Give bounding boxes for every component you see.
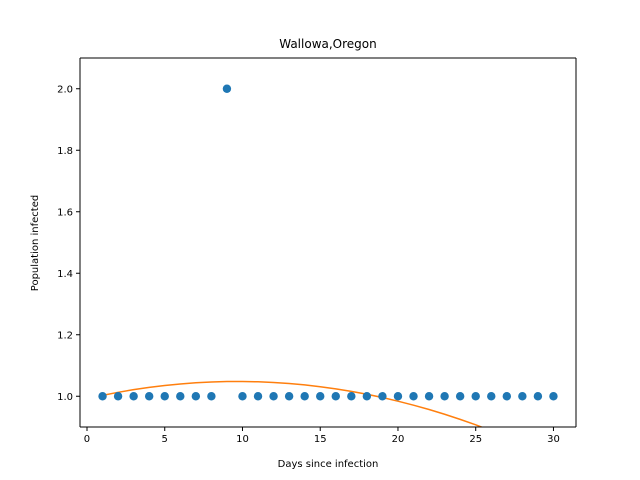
x-tick-label: 15 xyxy=(314,434,327,445)
data-point xyxy=(409,392,418,401)
data-point xyxy=(487,392,496,401)
x-tick-label: 10 xyxy=(236,434,249,445)
y-axis-label: Population infected xyxy=(30,195,41,291)
data-point xyxy=(129,392,138,401)
data-point xyxy=(160,392,169,401)
x-tick-label: 5 xyxy=(162,434,168,445)
x-tick-label: 20 xyxy=(392,434,405,445)
data-point xyxy=(393,392,403,401)
data-point xyxy=(331,392,340,401)
data-point xyxy=(144,392,154,401)
data-point xyxy=(300,392,309,401)
axes-layer: 0 5 10 15 20 25 30 1.0 1.2 1.4 1.6 1.8 2.0 xyxy=(57,57,577,445)
data-point xyxy=(316,392,325,401)
data-point xyxy=(502,392,512,401)
y-tick-label: 1.6 xyxy=(57,207,73,218)
data-point xyxy=(518,392,527,401)
fit-curve-layer xyxy=(102,380,484,427)
data-point xyxy=(424,392,434,401)
data-point xyxy=(176,392,185,401)
data-point xyxy=(238,392,247,401)
y-tick-label: 2.0 xyxy=(57,84,73,95)
y-tick-label: 1.8 xyxy=(57,146,73,157)
y-tick-label: 1.0 xyxy=(57,392,73,403)
data-point xyxy=(378,392,387,401)
data-point xyxy=(113,392,123,401)
data-point xyxy=(440,392,449,401)
data-point xyxy=(347,392,356,401)
data-point xyxy=(455,392,465,401)
data-point xyxy=(549,392,558,401)
x-tick-label: 0 xyxy=(84,434,90,445)
data-point xyxy=(207,392,216,401)
fit-curve xyxy=(102,380,484,427)
data-point xyxy=(284,392,294,401)
scatter-points-layer xyxy=(98,84,558,401)
data-point xyxy=(533,392,543,401)
x-tick-label: 25 xyxy=(469,434,482,445)
data-point xyxy=(253,392,263,401)
chart-title: Wallowa,Oregon xyxy=(279,37,377,51)
data-point xyxy=(471,392,480,401)
y-tick-label: 1.2 xyxy=(57,330,73,341)
data-point xyxy=(98,392,107,401)
data-point xyxy=(269,392,278,401)
y-tick-label: 1.4 xyxy=(57,269,73,280)
data-point xyxy=(191,392,201,401)
x-axis-label: Days since infection xyxy=(278,459,379,470)
data-point xyxy=(222,84,232,93)
data-point xyxy=(362,392,372,401)
x-tick-label: 30 xyxy=(547,434,560,445)
